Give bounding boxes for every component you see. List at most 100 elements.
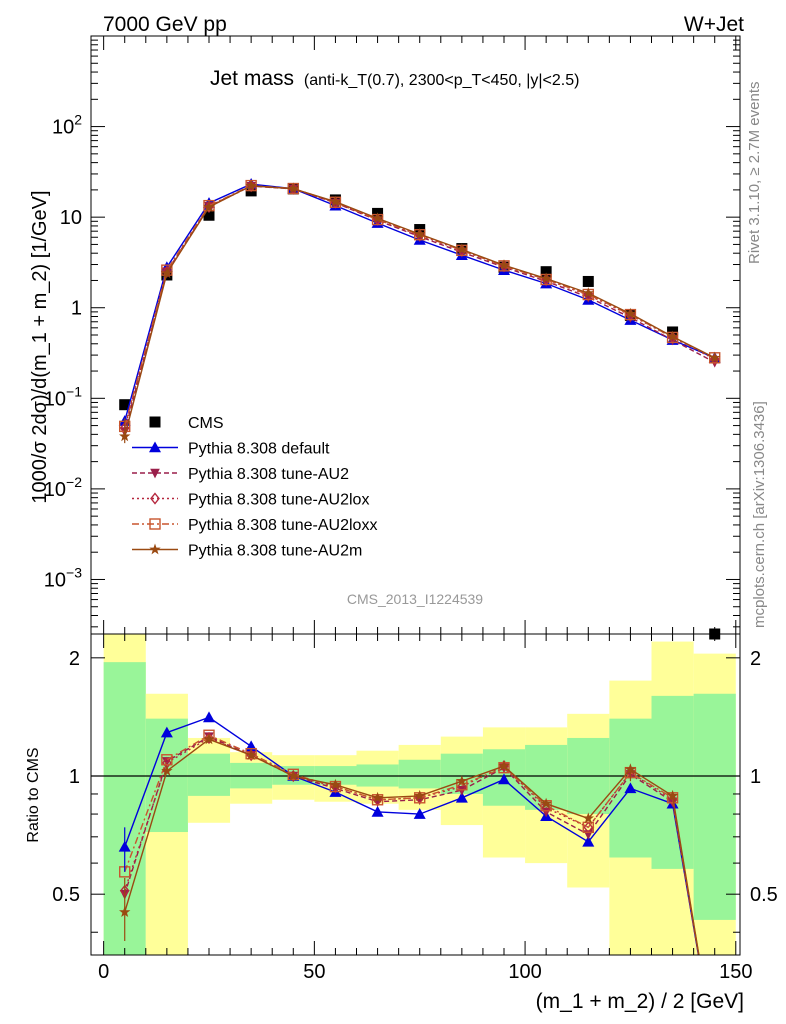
legend-marker: [150, 468, 160, 479]
series-point: [414, 228, 426, 239]
ratio-point: [371, 805, 384, 817]
series-line: [124, 185, 716, 432]
chart-title: Jet mass (anti-k_T(0.7), 2300<p_T<450, |…: [210, 67, 579, 90]
x-tick-label: 50: [303, 961, 325, 983]
series-point: [498, 259, 510, 270]
x-tick-label: 150: [719, 961, 752, 983]
header-left: 7000 GeV pp: [103, 13, 227, 36]
series-point: [456, 243, 468, 255]
ratio-point: [456, 775, 468, 787]
y-tick-label: 10: [60, 207, 82, 229]
ratio-point: [203, 733, 215, 745]
ratio-point: [161, 765, 173, 776]
series-point: [203, 201, 215, 212]
ratio-point: [540, 797, 552, 809]
series-point: [329, 195, 342, 207]
data-point: [540, 266, 552, 278]
ratio-point: [160, 726, 173, 738]
series-mc-5: [119, 179, 721, 442]
y-tick-label: 10−2: [44, 474, 82, 501]
series-point: [624, 307, 637, 319]
x-axis-label: (m_1 + m_2) / 2 [GeV]: [536, 990, 744, 1013]
header-right: W+Jet: [684, 13, 744, 36]
series-point: [540, 272, 552, 284]
legend-label: Pythia 8.308 tune-AU2lox: [188, 492, 369, 509]
legend-label: CMS: [188, 415, 224, 432]
series-point: [371, 212, 384, 224]
legend-label: Pythia 8.308 tune-AU2: [188, 466, 349, 483]
ratio-point: [455, 791, 468, 803]
ratio-point: [245, 749, 257, 760]
series-line: [124, 184, 716, 427]
y-tick-label: 2: [750, 648, 761, 670]
data-point: [119, 399, 131, 411]
legend-item: Pythia 8.308 tune-AU2lox: [132, 492, 369, 509]
legend-marker: [150, 492, 160, 505]
title-detail: (anti-k_T(0.7), 2300<p_T<450, |y|<2.5): [304, 72, 580, 89]
legend-marker: [149, 441, 161, 453]
data-point: [203, 209, 215, 221]
legend-marker: [149, 543, 161, 555]
title-main: Jet mass: [210, 67, 294, 90]
ratio-point: [582, 835, 595, 847]
ratio-point: [666, 789, 679, 801]
ratio-point: [329, 778, 342, 790]
series-point: [245, 179, 257, 191]
legend-marker: [149, 518, 161, 530]
y-tick-label: 0.5: [52, 884, 80, 906]
series-line: [124, 185, 716, 437]
ratio-point: [498, 760, 510, 771]
legend-marker: [149, 416, 161, 428]
analysis-id: CMS_2013_I1224539: [347, 591, 483, 607]
band-inner: [693, 693, 736, 920]
rivet-label: Rivet 3.1.10, ≥ 2.7M events: [746, 82, 763, 265]
y-tick-label: 10−3: [44, 564, 82, 591]
ratio-panel: 0.5 0.5 1 1 2 2 0 50 100 150: [52, 633, 778, 983]
ratio-point: [162, 757, 172, 767]
ratio-x-ticks: 0 50 100 150: [98, 634, 752, 983]
y-tick-label: 1: [71, 298, 82, 320]
y-tick-label: 102: [52, 112, 82, 139]
y-tick-label: 10−1: [44, 383, 82, 410]
band-inner: [398, 759, 441, 789]
ratio-point: [414, 789, 426, 801]
y-tick-label: 2: [69, 648, 80, 670]
main-y-ticks: 10−3 10−2 10−1 1 10 102: [44, 35, 740, 628]
legend-item: Pythia 8.308 tune-AU2loxx: [132, 517, 377, 534]
ratio-frame: [90, 633, 741, 956]
mcplots-label: mcplots.cern.ch [arXiv:1306.3436]: [751, 401, 768, 628]
ratio-point: [287, 770, 299, 781]
legend-item: Pythia 8.308 default: [132, 441, 330, 458]
y-tick-label: 0.5: [750, 884, 778, 906]
y-tick-label: 1: [750, 766, 761, 788]
main-panel: 10−3 10−2 10−1 1 10 102: [44, 35, 741, 640]
band-inner: [145, 718, 188, 833]
ratio-point: [582, 821, 594, 834]
y-axis-label-top: 1000/σ 2dσ)/d(m_1 + m_2) [1/GeV]: [29, 190, 51, 503]
ratio-point: [203, 711, 215, 723]
ratio-point: [413, 808, 426, 819]
legend-item: CMS: [149, 415, 224, 432]
ratio-error-bars: [124, 766, 632, 941]
x-tick-label: 100: [508, 961, 541, 983]
series-point: [287, 182, 299, 194]
ratio-point: [498, 773, 510, 785]
data-point: [582, 275, 594, 287]
band-inner: [187, 753, 231, 796]
legend-item: Pythia 8.308 tune-AU2m: [132, 543, 362, 560]
band-inner: [651, 695, 694, 869]
series-point: [666, 330, 679, 342]
y-tick-label: 1: [69, 766, 80, 788]
series-line: [124, 185, 716, 429]
x-tick-label: 0: [98, 961, 109, 983]
y-axis-label-bottom: Ratio to CMS: [25, 747, 42, 842]
legend-label: Pythia 8.308 tune-AU2loxx: [188, 517, 377, 534]
series-point: [582, 287, 594, 298]
ratio-y-ticks: 0.5 0.5 1 1 2 2: [52, 648, 778, 933]
series-point: [709, 351, 721, 363]
legend: CMS Pythia 8.308 default Pythia 8.308 tune…: [132, 415, 377, 560]
legend-label: Pythia 8.308 tune-AU2m: [188, 543, 362, 560]
ratio-point: [624, 782, 637, 794]
ratio-point: [371, 791, 384, 803]
